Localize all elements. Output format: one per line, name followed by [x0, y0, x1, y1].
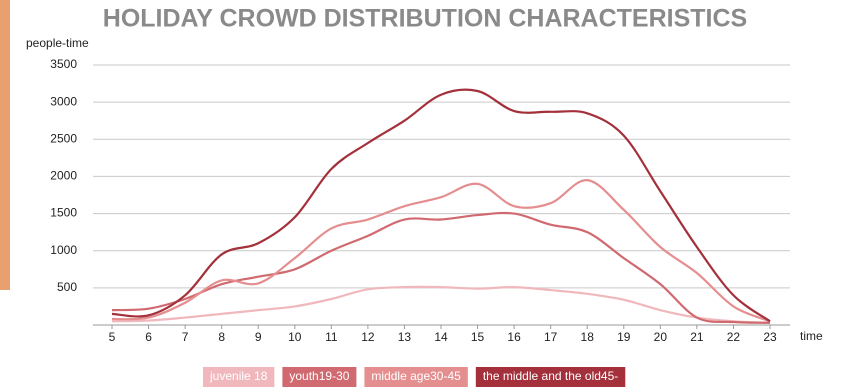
x-tick-label: 17: [544, 330, 558, 344]
x-tick-label: 10: [288, 330, 302, 344]
x-tick-label: 21: [690, 330, 704, 344]
y-tick-label: 3500: [50, 57, 77, 71]
x-tick-label: 19: [617, 330, 631, 344]
x-tick-label: 20: [654, 330, 668, 344]
y-tick-label: 500: [57, 280, 77, 294]
y-tick-label: 2000: [50, 169, 77, 183]
series-line: [111, 179, 771, 323]
legend-label: middle age30-45: [371, 369, 461, 383]
x-tick-label: 22: [727, 330, 741, 344]
legend-swatch: [364, 367, 468, 387]
legend-label: youth19-30: [289, 369, 349, 383]
x-tick-label: 12: [361, 330, 375, 344]
x-tick-label: 9: [255, 330, 262, 344]
y-tick-label: 2500: [50, 131, 77, 145]
x-tick-label: 5: [109, 330, 116, 344]
legend-item: middle age30-45: [364, 367, 468, 387]
chart-title: HOLIDAY CROWD DISTRIBUTION CHARACTERISTI…: [103, 5, 747, 33]
legend-label: juvenile 18: [209, 369, 268, 383]
y-axis-label: people-time: [26, 36, 89, 50]
legend-swatch: [282, 367, 357, 387]
x-tick-label: 16: [507, 330, 521, 344]
y-tick-label: 3000: [50, 94, 77, 108]
x-tick-label: 18: [581, 330, 595, 344]
x-tick-label: 23: [763, 330, 777, 344]
legend-swatch: [475, 367, 626, 387]
legend-item: juvenile 18: [203, 367, 275, 387]
y-tick-label: 1500: [50, 206, 77, 220]
x-tick-label: 8: [218, 330, 225, 344]
x-tick-label: 7: [182, 330, 189, 344]
series-line: [111, 285, 771, 324]
x-tick-label: 15: [471, 330, 485, 344]
x-tick-label: 13: [398, 330, 412, 344]
legend-swatch: [203, 367, 275, 387]
x-tick-label: 6: [145, 330, 152, 344]
series-line: [111, 88, 771, 323]
decor-strip: [0, 0, 10, 290]
y-tick-label: 1000: [50, 243, 77, 257]
legend-item: youth19-30: [282, 367, 357, 387]
series-line: [111, 211, 771, 324]
x-axis-label: time: [800, 329, 823, 343]
legend-item: the middle and the old45-: [475, 367, 626, 387]
legend-label: the middle and the old45-: [483, 369, 618, 383]
x-tick-label: 11: [325, 330, 338, 344]
x-tick-label: 14: [434, 330, 448, 344]
